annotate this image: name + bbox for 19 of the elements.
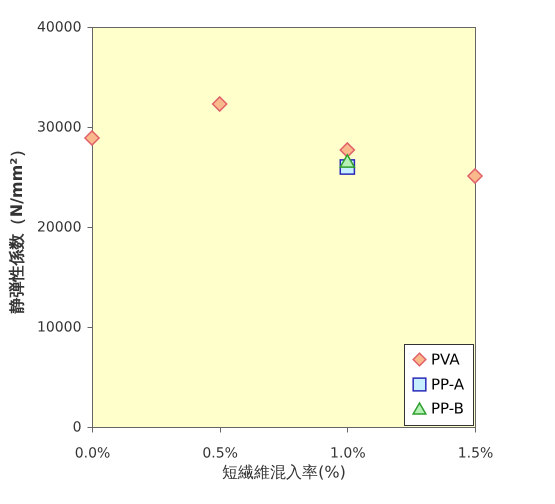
x-tick-label: 0.0% [74, 446, 110, 462]
y-axis-title: 静弾性係数（N/mm²） [6, 142, 26, 314]
x-axis-title: 短繊維混入率(%) [222, 462, 346, 482]
x-tick-label: 1.5% [458, 446, 494, 462]
y-tick-label: 40000 [36, 20, 82, 36]
point [212, 96, 228, 112]
y-tick-label: 30000 [36, 120, 82, 136]
x-tick-label: 0.5% [202, 446, 238, 462]
x-tick-label: 1.0% [330, 446, 366, 462]
point [84, 130, 100, 146]
point [340, 142, 356, 158]
y-tick-label: 20000 [36, 220, 82, 236]
point [340, 154, 356, 168]
y-tick-label: 10000 [36, 320, 82, 336]
legend-label: PP-A [431, 376, 465, 394]
legend-label: PVA [431, 350, 460, 368]
point [467, 168, 483, 184]
legend-label: PP-B [431, 400, 464, 418]
y-tick-label: 0 [72, 420, 82, 436]
